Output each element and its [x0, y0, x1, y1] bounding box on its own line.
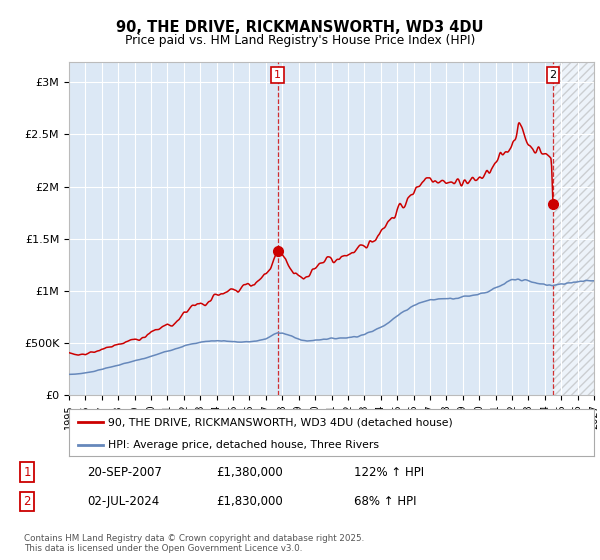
Text: 90, THE DRIVE, RICKMANSWORTH, WD3 4DU (detached house): 90, THE DRIVE, RICKMANSWORTH, WD3 4DU (d…	[109, 417, 453, 427]
Text: 1: 1	[274, 70, 281, 80]
Text: 02-JUL-2024: 02-JUL-2024	[87, 495, 159, 508]
Text: HPI: Average price, detached house, Three Rivers: HPI: Average price, detached house, Thre…	[109, 440, 379, 450]
Text: 90, THE DRIVE, RICKMANSWORTH, WD3 4DU: 90, THE DRIVE, RICKMANSWORTH, WD3 4DU	[116, 20, 484, 35]
Bar	[553, 62, 594, 395]
Text: 2: 2	[550, 70, 557, 80]
Text: 20-SEP-2007: 20-SEP-2007	[87, 465, 162, 479]
Text: 68% ↑ HPI: 68% ↑ HPI	[354, 495, 416, 508]
Text: Contains HM Land Registry data © Crown copyright and database right 2025.
This d: Contains HM Land Registry data © Crown c…	[24, 534, 364, 553]
Text: £1,830,000: £1,830,000	[216, 495, 283, 508]
Text: 122% ↑ HPI: 122% ↑ HPI	[354, 465, 424, 479]
Text: 2: 2	[23, 495, 31, 508]
Text: 1: 1	[23, 465, 31, 479]
Text: Price paid vs. HM Land Registry's House Price Index (HPI): Price paid vs. HM Land Registry's House …	[125, 34, 475, 46]
Text: £1,380,000: £1,380,000	[216, 465, 283, 479]
